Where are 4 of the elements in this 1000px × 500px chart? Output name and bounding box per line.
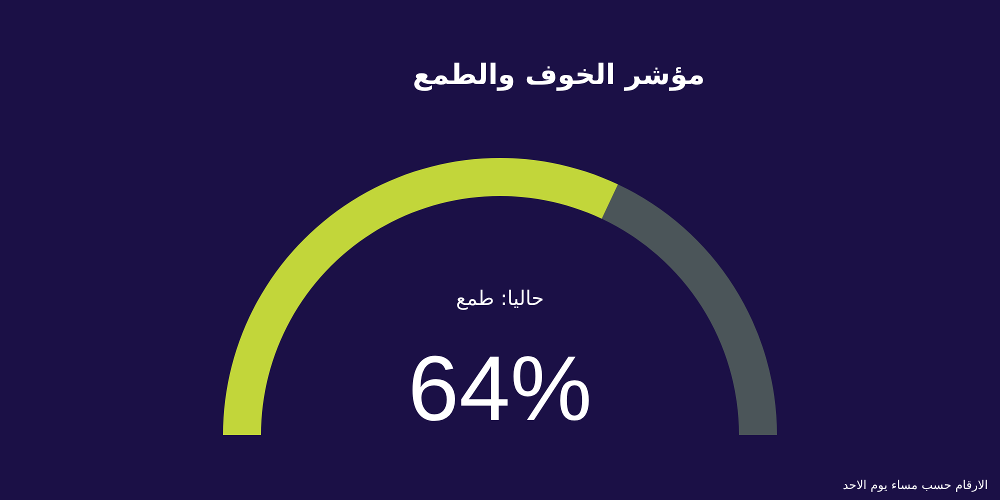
text: حاليا: طمع <box>456 286 544 310</box>
chart-title: مؤشر الخوف والطمع <box>412 58 705 91</box>
text: الارقام حسب مساء يوم الاحد <box>842 478 988 492</box>
data-label: 64% <box>408 338 592 440</box>
